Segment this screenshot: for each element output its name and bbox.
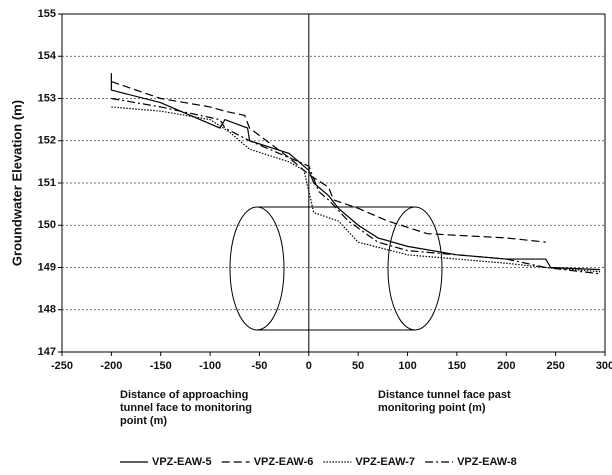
y-axis-label: Groundwater Elevation (m) [9,100,24,266]
y-tick-label: 153 [38,92,56,104]
annotation: Distance tunnel face past [378,389,511,401]
y-tick-label: 149 [38,261,56,273]
y-tick-label: 154 [38,50,57,62]
y-tick-label: 148 [38,304,56,316]
series-line [111,81,546,243]
annotation: tunnel face to monitoring [120,402,252,414]
x-tick-label: 150 [448,360,466,372]
x-tick-label: -100 [199,360,221,372]
y-tick-label: 151 [38,177,56,189]
x-tick-label: -200 [100,360,122,372]
tunnel-cylinder [229,206,443,331]
annotation: monitoring point (m) [378,402,486,414]
x-tick-label: 100 [398,360,416,372]
annotation: Distance of approaching [120,389,248,401]
x-tick-label: -150 [150,360,172,372]
x-tick-label: 50 [352,360,364,372]
legend-label: VPZ-EAW-5 [152,456,212,468]
x-tick-label: 250 [546,360,564,372]
legend-label: VPZ-EAW-8 [457,456,517,468]
annotation: point (m) [120,415,167,427]
series-line [111,97,601,275]
legend-label: VPZ-EAW-7 [355,456,415,468]
x-tick-label: 0 [306,360,312,372]
y-tick-label: 147 [38,346,56,358]
series-line [111,106,601,273]
y-tick-label: 152 [38,135,56,147]
x-tick-label: -250 [51,360,73,372]
y-tick-label: 155 [38,8,56,20]
x-tick-label: 300 [596,360,612,372]
y-tick-label: 150 [38,219,56,231]
x-tick-label: -50 [252,360,268,372]
legend-label: VPZ-EAW-6 [254,456,314,468]
x-tick-label: 200 [497,360,515,372]
